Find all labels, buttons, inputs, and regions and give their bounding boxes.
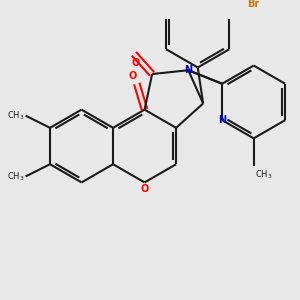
Text: O: O: [131, 58, 140, 68]
Text: CH$_3$: CH$_3$: [255, 168, 273, 181]
Text: N: N: [218, 115, 226, 125]
Text: N: N: [184, 65, 192, 75]
Text: CH$_3$: CH$_3$: [7, 110, 24, 122]
Text: O: O: [140, 184, 149, 194]
Text: CH$_3$: CH$_3$: [7, 170, 24, 183]
Text: Br: Br: [247, 0, 260, 9]
Text: O: O: [128, 71, 137, 81]
